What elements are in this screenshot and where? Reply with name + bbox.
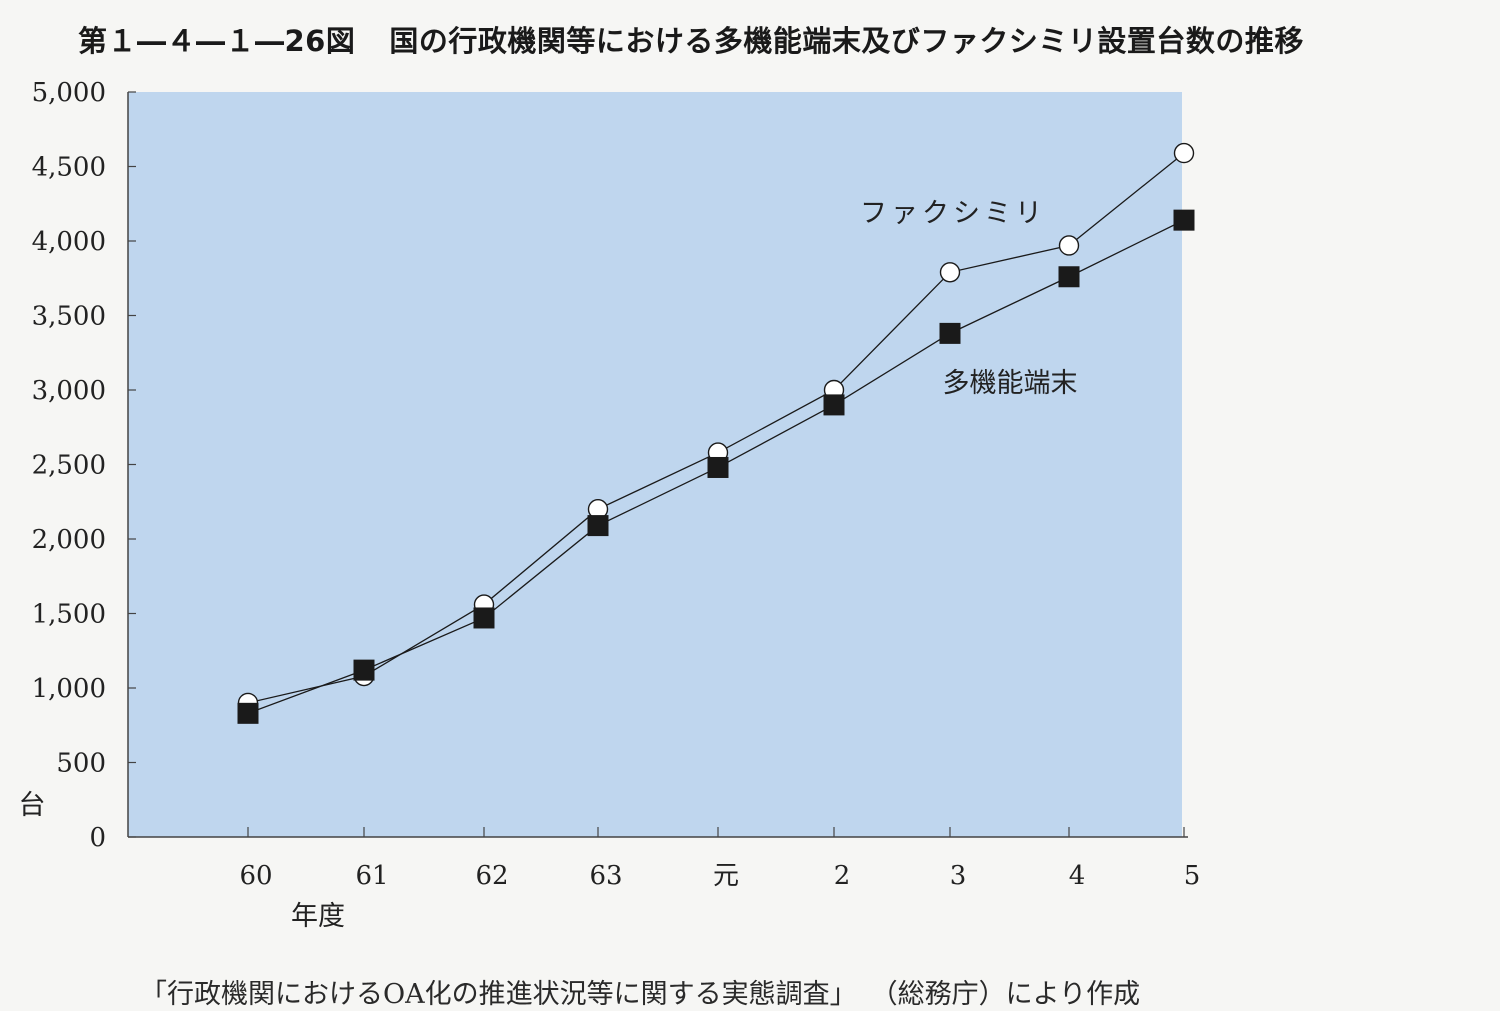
data-point-square <box>587 515 609 537</box>
x-tick-label: 3 <box>950 861 967 891</box>
y-tick-label: 2,500 <box>32 451 106 481</box>
source-note: 「行政機関におけるOA化の推進状況等に関する実態調査」 （総務庁）により作成 <box>140 972 1140 1011</box>
x-tick-label: 61 <box>355 861 388 891</box>
data-point-square <box>353 659 375 681</box>
data-point-circle <box>939 262 961 283</box>
series-label-multifunction-terminal: 多機能端末 <box>943 368 1078 399</box>
data-point-square <box>823 394 845 416</box>
data-point-square <box>237 702 259 724</box>
y-tick-label: 1,000 <box>32 674 106 704</box>
data-point-square <box>473 607 495 629</box>
y-tick-label: 3,000 <box>32 376 106 406</box>
x-tick-label: 4 <box>1069 861 1086 891</box>
figure-number: 第１―４―１―26図 <box>78 24 356 58</box>
series-label-facsimile: ファクシミリ <box>860 198 1046 229</box>
x-tick-label: 2 <box>834 861 851 891</box>
x-tick-label: 元 <box>713 861 739 891</box>
y-tick-label: 4,000 <box>32 227 106 257</box>
plot-area <box>128 92 1182 837</box>
y-axis-label: 台 <box>19 790 46 821</box>
data-point-square <box>1173 209 1195 231</box>
x-axis-label: 年度 <box>291 901 345 932</box>
data-point-square <box>707 456 729 478</box>
y-axis-ticks: 0 500 1,000 1,500 2,000 2,500 3,000 3,500 4,000 4… <box>32 78 136 853</box>
data-point-circle <box>1173 142 1195 164</box>
x-tick-label: 63 <box>589 861 622 891</box>
y-tick-label: 1,500 <box>32 600 106 630</box>
data-series <box>237 142 1195 724</box>
y-tick-label: 3,500 <box>32 302 106 332</box>
data-point-square <box>1058 266 1080 288</box>
figure-title: 国の行政機関等における多機能端末及びファクシミリ設置台数の推移 <box>389 24 1304 58</box>
x-tick-label: 60 <box>239 861 272 891</box>
y-tick-label: 5,000 <box>32 78 106 108</box>
data-point-circle <box>1058 235 1080 256</box>
data-point-square <box>939 322 961 344</box>
x-tick-label: 5 <box>1184 861 1201 891</box>
x-tick-label: 62 <box>475 861 508 891</box>
x-axis-ticks: 60 61 62 63 元 2 3 4 5 <box>239 827 1200 891</box>
y-tick-label: 4,500 <box>32 153 106 183</box>
page-title: 第１―４―１―26図 国の行政機関等における多機能端末及びファクシミリ設置台数の推… <box>78 18 1304 60</box>
source-agency: （総務庁）により作成 <box>870 979 1141 1010</box>
source-survey: 「行政機関におけるOA化の推進状況等に関する実態調査」 <box>140 979 857 1010</box>
y-tick-label: 0 <box>89 823 106 853</box>
y-tick-label: 500 <box>56 749 106 779</box>
y-tick-label: 2,000 <box>32 525 106 555</box>
